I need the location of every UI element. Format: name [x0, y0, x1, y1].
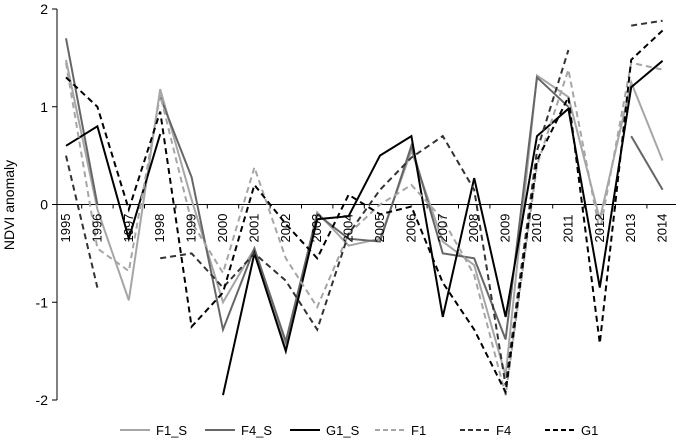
legend-label: F4_S [241, 423, 272, 438]
x-tick-label: 2009 [498, 214, 513, 243]
x-tick-label: 2010 [529, 214, 544, 243]
series-line-g1-s [222, 60, 664, 396]
x-tick-label: 2014 [655, 214, 670, 243]
y-tick-label: -1 [36, 294, 49, 310]
x-tick-label: 2001 [246, 214, 261, 243]
x-tick-label: 1995 [58, 214, 73, 243]
x-tick-label: 2008 [466, 214, 481, 243]
series-line-f4 [631, 19, 663, 27]
legend-label: G1_S [326, 423, 360, 438]
y-tick-label: -2 [36, 392, 49, 408]
y-tick-label: 1 [40, 99, 48, 115]
x-tick-label: 2004 [341, 214, 356, 243]
x-tick-label: 2013 [623, 214, 638, 243]
series-line-f4 [160, 49, 570, 386]
legend-label: F1 [411, 423, 426, 438]
y-tick-label: 2 [40, 1, 48, 17]
x-tick-label: 2006 [403, 214, 418, 243]
series-line-f4-s [65, 38, 99, 205]
x-tick-label: 2000 [215, 214, 230, 243]
legend-label: G1 [581, 423, 598, 438]
x-tick-label: 2012 [592, 214, 607, 243]
series-line-f1-s [65, 59, 664, 376]
x-tick-label: 1997 [121, 214, 136, 243]
y-tick-labels: -2 -1 0 1 2 [36, 1, 49, 408]
legend-label: F1_S [156, 423, 187, 438]
x-tick-label: 1998 [152, 214, 167, 243]
x-tick-label: 2007 [435, 214, 450, 243]
y-axis-title: NDVI anomaly [1, 160, 17, 250]
y-tick-label: 0 [40, 197, 48, 213]
x-tick-label: 2005 [372, 214, 387, 243]
x-tick-label: 2003 [309, 214, 324, 243]
series-line-f4 [65, 155, 99, 288]
series-line-g1 [65, 29, 664, 396]
series-line-f4-s [630, 135, 664, 191]
axes [52, 8, 676, 401]
legend-label: F4 [496, 423, 511, 438]
x-tick-label: 1999 [184, 214, 199, 243]
x-tick-label: 2011 [560, 215, 575, 243]
x-tick-label: 1996 [89, 214, 104, 243]
series-line-f4-s [159, 75, 570, 345]
x-tick-label: 2002 [278, 214, 293, 243]
series-lines [65, 19, 664, 396]
legend: F1_S F4_S G1_S F1 F4 G1 [120, 423, 598, 438]
series-line-f1 [65, 61, 663, 396]
x-tick-labels: 1995 1996 1997 1998 1999 2000 2001 2002 2003 2004… [58, 214, 670, 243]
